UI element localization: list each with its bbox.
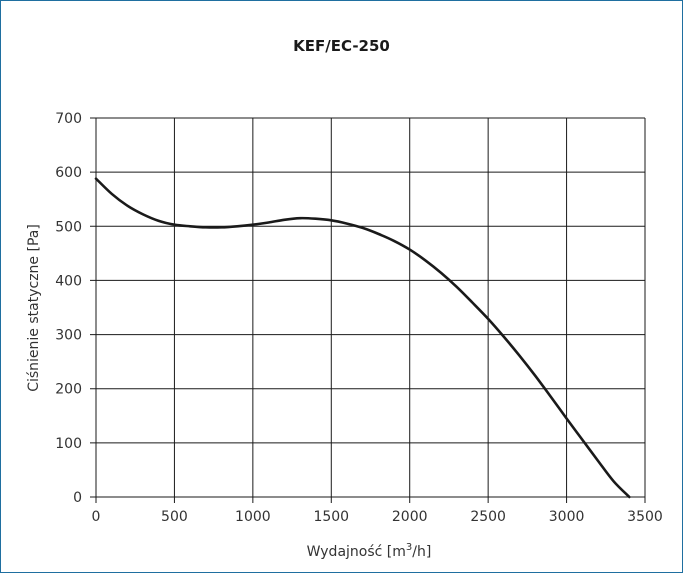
x-axis-label-end: /h]: [412, 544, 431, 560]
x-axis-ticks: 0 500 1000 1500 2000 2500 3000 3500: [92, 509, 663, 525]
x-tick-label: 2000: [392, 509, 428, 525]
chart-grid: [90, 117, 646, 503]
y-tick-label: 300: [55, 328, 82, 344]
y-tick-label: 600: [55, 165, 82, 181]
y-tick-label: 400: [55, 273, 82, 289]
chart-title: KEF/EC-250: [293, 37, 390, 55]
y-tick-label: 500: [55, 219, 82, 235]
x-tick-label: 0: [92, 509, 101, 525]
y-axis-label: Ciśnienie statyczne [Pa]: [26, 224, 42, 392]
x-axis-label-sup: 3: [406, 542, 412, 553]
y-tick-label: 0: [73, 490, 82, 506]
x-tick-label: 3500: [627, 509, 663, 525]
y-tick-label: 100: [55, 436, 82, 452]
y-axis-ticks: 0 100 200 300 400 500 600 700: [55, 111, 82, 506]
x-tick-label: 500: [161, 509, 188, 525]
y-tick-label: 700: [55, 111, 82, 127]
x-tick-label: 1500: [313, 509, 349, 525]
y-tick-label: 200: [55, 382, 82, 398]
x-tick-label: 2500: [470, 509, 506, 525]
performance-curve-line: [94, 177, 631, 499]
x-tick-label: 3000: [549, 509, 585, 525]
x-tick-label: 1000: [235, 509, 271, 525]
series-group: [94, 177, 631, 499]
x-axis-label-main: Wydajność [m: [307, 544, 406, 560]
x-axis-label: Wydajność [m3/h]: [307, 542, 432, 560]
